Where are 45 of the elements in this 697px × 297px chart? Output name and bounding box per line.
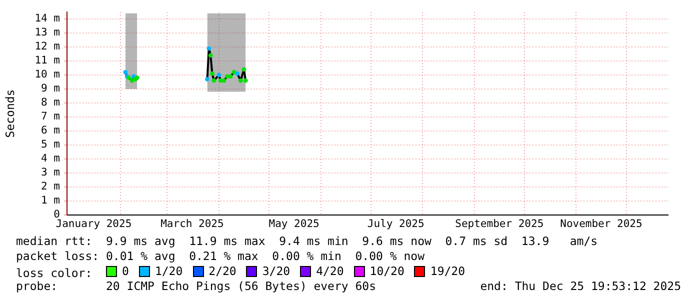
- y-tick-label: 13 m: [34, 26, 60, 39]
- point: [235, 71, 240, 76]
- y-tick-label: 6 m: [41, 124, 60, 137]
- text: probe: 20 ICMP Echo Pings (56 Bytes) every 60s: [16, 279, 376, 294]
- point: [206, 46, 212, 51]
- point: [242, 67, 246, 72]
- legend-label: 10/20: [370, 264, 404, 279]
- text: packet loss: 0.01 % avg 0.21 % max 0.00 % min 0.00 % now: [16, 249, 424, 264]
- y-tick-label: 14 m: [34, 12, 60, 25]
- legend-label: 0: [122, 264, 129, 279]
- point: [208, 53, 213, 58]
- y-tick-label: 4 m: [41, 152, 60, 165]
- point: [212, 78, 216, 83]
- y-tick-label: 1 m: [41, 194, 60, 207]
- text: median rtt: 9.9 ms avg 11.9 ms max 9.4 ms min 9.6 ms now 0.7 ms sd 13.9 am/s: [16, 234, 598, 249]
- legend-label: 19/20: [430, 264, 466, 279]
- legend-label: 2/20: [208, 264, 236, 279]
- x-tick-label: July 2025: [367, 218, 424, 230]
- point: [222, 78, 226, 83]
- point: [205, 77, 210, 82]
- legend-label: 3/20: [262, 264, 290, 279]
- legend-title: loss color:: [16, 266, 94, 280]
- x-tick-label: September 2025: [455, 218, 544, 230]
- y-tick-label: 11 m: [34, 54, 60, 67]
- point: [210, 71, 214, 76]
- y-tick-label: 12 m: [34, 40, 60, 53]
- y-tick-label: 8 m: [41, 96, 60, 109]
- point: [243, 78, 248, 83]
- point: [216, 72, 222, 78]
- legend-label: 4/20: [316, 264, 344, 279]
- point: [238, 78, 243, 83]
- x-tick-label: January 2025: [56, 218, 132, 230]
- y-axis-title: Seconds: [2, 89, 17, 138]
- legend-label: 1/20: [154, 264, 183, 279]
- text: end: Thu Dec 25 19:53:12 2025: [480, 279, 681, 294]
- y-tick-label: 5 m: [41, 138, 60, 151]
- x-tick-label: May 2025: [268, 218, 320, 230]
- point: [123, 70, 128, 74]
- y-tick-label: 3 m: [41, 166, 60, 179]
- x-tick-label: November 2025: [560, 218, 642, 230]
- y-tick-label: 7 m: [41, 110, 60, 123]
- y-tick-label: 10 m: [34, 68, 60, 81]
- y-tick-label: 2 m: [41, 180, 60, 193]
- y-tick-label: 9 m: [41, 82, 60, 95]
- x-tick-label: March 2025: [160, 218, 224, 230]
